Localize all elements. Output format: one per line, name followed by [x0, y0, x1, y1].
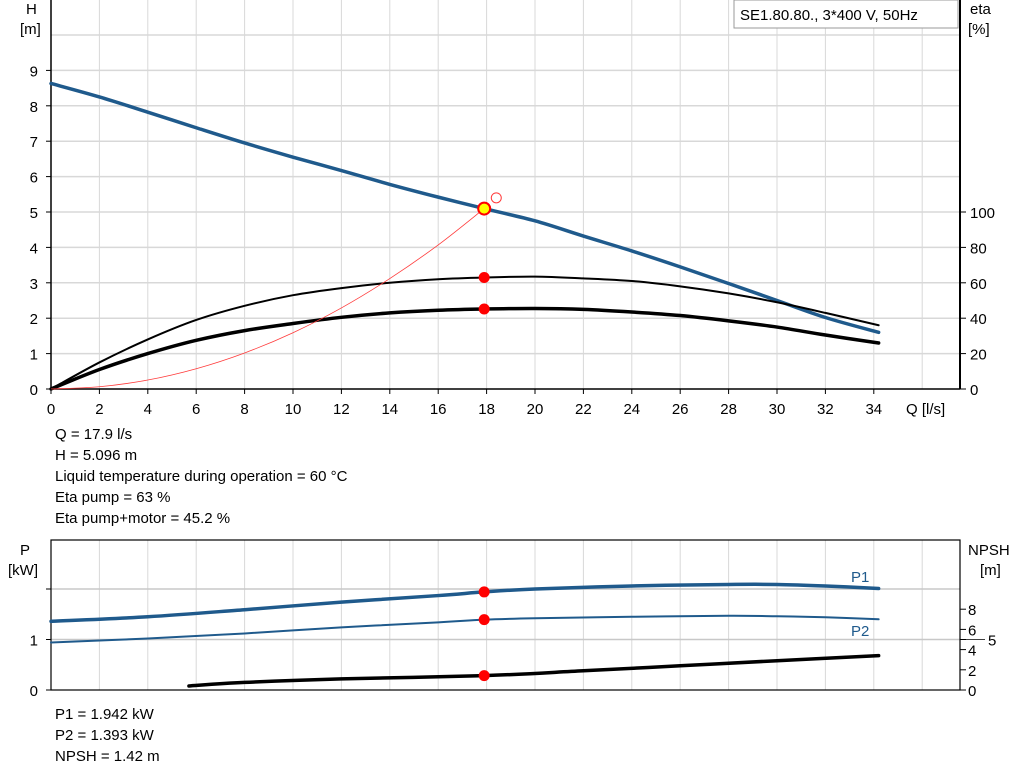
eta-tick-label: 0	[970, 382, 978, 399]
marker-p1-point	[478, 586, 490, 598]
h-tick-label: 2	[30, 311, 38, 328]
q-tick-label: 34	[865, 401, 882, 418]
eta-tick-label: 20	[970, 347, 987, 364]
h-tick-label: 4	[30, 240, 38, 257]
npsh-tick-label: 4	[968, 643, 976, 660]
h-axis-unit: [m]	[20, 21, 41, 38]
q-tick-label: 20	[527, 401, 544, 418]
marker-duty-point	[477, 201, 492, 216]
info-npsh: NPSH = 1.42 m	[55, 748, 160, 765]
q-tick-label: 26	[672, 401, 689, 418]
q-axis-label: Q [l/s]	[906, 401, 945, 418]
q-tick-label: 2	[95, 401, 103, 418]
curve-eta-pump	[50, 275, 880, 390]
q-tick-label: 12	[333, 401, 350, 418]
top-grid	[50, 0, 961, 390]
eta-tick-label: 60	[970, 276, 987, 293]
bottom-plot-frame	[50, 539, 961, 691]
npsh-tick-label: 2	[968, 663, 976, 680]
h-tick-label: 5	[30, 205, 38, 222]
q-tick-label: 6	[192, 401, 200, 418]
info-p2: P2 = 1.393 kW	[55, 727, 154, 744]
info-p1: P1 = 1.942 kW	[55, 706, 154, 723]
q-tick-label: 30	[769, 401, 786, 418]
info-eta-pump-motor: Eta pump+motor = 45.2 %	[55, 510, 231, 527]
eta-tick-label: 40	[970, 311, 987, 328]
curve-P1	[49, 582, 881, 624]
legend-title: SE1.80.80., 3*400 V, 50Hz	[740, 7, 918, 24]
q-tick-label: 22	[575, 401, 592, 418]
eta-axis-unit: [%]	[968, 21, 990, 38]
h-tick-label: 3	[30, 276, 38, 293]
marker-eta-pump-motor-point	[478, 303, 490, 315]
info-liquid-temp: Liquid temperature during operation = 60…	[55, 468, 348, 485]
q-tick-label: 18	[478, 401, 495, 418]
marker-eta-pump-point	[478, 271, 490, 283]
h-tick-label: 0	[30, 382, 38, 399]
h-axis-label: H	[26, 1, 37, 18]
tick-labels: 0 2 4 6 8 10 12 14 16 18 20 22 24 26 28 30 32 34012345678…	[30, 63, 997, 700]
npsh-axis-label: NPSH	[968, 542, 1010, 559]
p-axis-unit: [kW]	[8, 562, 38, 579]
q-tick-label: 28	[720, 401, 737, 418]
eta-axis-label: eta	[970, 1, 992, 18]
marker-p2-point	[478, 614, 490, 626]
curve-system-curve	[50, 208, 485, 390]
q-tick-label: 32	[817, 401, 834, 418]
h-tick-label: 9	[30, 63, 38, 80]
q-tick-label: 16	[430, 401, 447, 418]
curve-eta-pump-motor	[49, 306, 881, 391]
curves	[49, 81, 881, 688]
curve-H	[49, 81, 881, 335]
h-tick-label: 7	[30, 134, 38, 151]
q-tick-label: 4	[144, 401, 152, 418]
curve-P2	[50, 614, 880, 644]
p-tick-label: 0	[30, 683, 38, 700]
p1-series-label: P1	[851, 569, 869, 586]
q-tick-label: 24	[623, 401, 640, 418]
p2-series-label: P2	[851, 623, 869, 640]
eta-tick-label: 100	[970, 205, 995, 222]
marker-npsh-point	[478, 670, 490, 682]
legend-box	[733, 0, 959, 29]
h-tick-label: 8	[30, 99, 38, 116]
marker-open-circle	[490, 192, 502, 204]
h-tick-label: 1	[30, 347, 38, 364]
info-q: Q = 17.9 l/s	[55, 426, 133, 443]
q-tick-label: 10	[285, 401, 302, 418]
eta-tick-label: 80	[970, 240, 987, 257]
h-tick-label: 6	[30, 170, 38, 187]
npsh-tick-label: 0	[968, 683, 976, 700]
curve-NPSH	[187, 653, 881, 688]
q-tick-label: 8	[240, 401, 248, 418]
info-top: Q = 17.9 l/s H = 5.096 m Liquid temperat…	[55, 424, 347, 529]
info-eta-pump: Eta pump = 63 %	[55, 489, 171, 506]
npsh-tick-label: 6	[968, 622, 976, 639]
npsh-tick-label: 5	[988, 633, 996, 650]
q-tick-label: 14	[381, 401, 398, 418]
info-h: H = 5.096 m	[55, 447, 138, 464]
q-tick-label: 0	[47, 401, 55, 418]
p-tick-label: 1	[30, 633, 38, 650]
info-bottom: P1 = 1.942 kW P2 = 1.393 kW NPSH = 1.42 …	[55, 704, 160, 767]
npsh-axis-unit: [m]	[980, 562, 1001, 579]
npsh-tick-label: 8	[968, 602, 976, 619]
p-axis-label: P	[20, 542, 30, 559]
